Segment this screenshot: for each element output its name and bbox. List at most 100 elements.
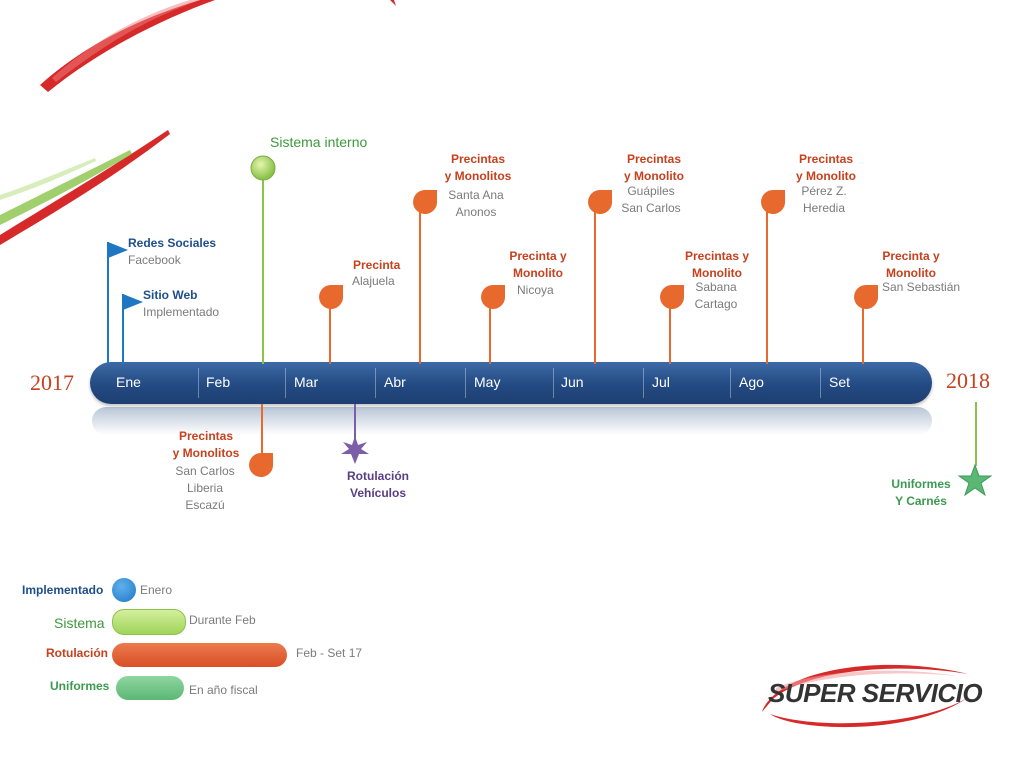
pin-icon — [588, 190, 612, 214]
month-separator — [465, 368, 466, 398]
month-ene: Ene — [116, 374, 141, 390]
month-separator — [820, 368, 821, 398]
sabana-title-2: Monolito — [692, 266, 742, 280]
pin-icon — [761, 190, 785, 214]
santa-ana-detail-1: Santa Ana — [448, 188, 504, 202]
nicoya-title-2: Monolito — [513, 266, 563, 280]
sabana-title-1: Precintas y — [684, 249, 750, 263]
flag-icon — [123, 294, 143, 310]
san-carlos-detail-3: Escazú — [185, 498, 225, 512]
alajuela-title: Precinta — [353, 258, 401, 272]
legend-label-implementado: Implementado — [22, 583, 104, 597]
san-sebastian-detail: San Sebastián — [882, 280, 961, 294]
pin-icon — [319, 285, 343, 309]
legend-desc-implementado: Enero — [140, 583, 173, 597]
pin-icon — [854, 285, 878, 309]
santa-ana-title-1: Precintas — [450, 152, 506, 166]
perez-title-2: y Monolito — [796, 169, 856, 183]
milestone-line — [489, 305, 491, 364]
rotulacion-title-2: Vehículos — [349, 486, 407, 500]
timeline-bar-reflection — [92, 407, 932, 435]
pin-icon — [660, 285, 684, 309]
month-separator — [730, 368, 731, 398]
legend-label-uniformes: Uniformes — [50, 679, 110, 693]
green-ball-icon — [250, 155, 276, 181]
pin-icon — [413, 190, 437, 214]
legend-desc-sistema: Durante Feb — [189, 613, 256, 627]
month-may: May — [474, 374, 501, 390]
guapiles-detail-2: San Carlos — [621, 201, 681, 215]
milestone-line — [419, 210, 421, 364]
milestone-line — [122, 294, 124, 364]
milestone-line — [354, 404, 356, 440]
year-start-label: 2017 — [30, 370, 74, 395]
milestone-line — [107, 242, 109, 364]
nicoya-detail: Nicoya — [517, 283, 554, 297]
milestone-line — [766, 210, 768, 364]
legend-swatch-implementado — [112, 578, 136, 602]
redes-detail: Facebook — [128, 253, 181, 267]
sabana-detail-2: Cartago — [694, 297, 738, 311]
month-separator — [643, 368, 644, 398]
legend-label-rotulacion: Rotulación — [46, 646, 108, 660]
san-sebastian-title-2: Monolito — [886, 266, 936, 280]
san-carlos-title-1: Precintas — [178, 429, 234, 443]
month-jun: Jun — [561, 374, 584, 390]
pin-icon — [481, 285, 505, 309]
san-carlos-detail-2: Liberia — [186, 481, 224, 495]
perez-detail-2: Heredia — [802, 201, 846, 215]
month-separator — [553, 368, 554, 398]
month-mar: Mar — [294, 374, 319, 390]
santa-ana-title-2: y Monolitos — [444, 169, 512, 183]
sitio-title: Sitio Web — [143, 288, 198, 302]
alajuela-detail: Alajuela — [352, 274, 395, 288]
san-carlos-title-2: y Monolitos — [172, 446, 240, 460]
perez-detail-1: Pérez Z. — [801, 184, 847, 198]
milestone-line — [594, 210, 596, 364]
legend-desc-uniformes: En año fiscal — [189, 683, 258, 697]
milestone-line — [975, 402, 977, 466]
uniformes-title-2: Y Carnés — [895, 494, 947, 508]
uniformes-title-1: Uniformes — [891, 477, 951, 491]
green-star-icon — [958, 464, 992, 497]
sabana-detail-1: Sabana — [695, 280, 737, 294]
rotulacion-title-1: Rotulación — [347, 469, 409, 483]
pin-icon — [249, 453, 273, 477]
san-sebastian-title-1: Precinta y — [882, 249, 940, 263]
santa-ana-detail-2: Anonos — [455, 205, 497, 219]
month-feb: Feb — [206, 374, 231, 390]
sistema-title: Sistema interno — [270, 134, 368, 150]
milestone-line — [261, 404, 263, 456]
milestone-line — [669, 305, 671, 364]
month-set: Set — [829, 374, 851, 390]
month-ago: Ago — [739, 374, 764, 390]
decorative-swoosh — [0, 0, 396, 245]
sitio-detail: Implementado — [143, 305, 220, 319]
guapiles-title-2: y Monolito — [624, 169, 684, 183]
legend-swatch-sistema — [112, 609, 186, 635]
milestone-line — [262, 178, 264, 364]
super-servicio-logo — [762, 664, 970, 728]
guapiles-detail-1: Guápiles — [627, 184, 675, 198]
year-end-label: 2018 — [946, 368, 990, 393]
month-separator — [285, 368, 286, 398]
milestone-line — [862, 305, 864, 364]
san-carlos-detail-1: San Carlos — [175, 464, 235, 478]
legend-label-sistema: Sistema — [54, 615, 105, 631]
month-separator — [375, 368, 376, 398]
guapiles-title-1: Precintas — [626, 152, 682, 166]
legend-swatch-rotulacion — [112, 643, 287, 667]
logo-text: SUPER SERVICIO — [768, 678, 983, 708]
month-separator — [198, 368, 199, 398]
legend-swatch-uniformes — [116, 676, 184, 700]
nicoya-title-1: Precinta y — [509, 249, 567, 263]
purple-star-icon — [341, 436, 369, 464]
perez-title-1: Precintas — [798, 152, 854, 166]
timeline-bar — [90, 362, 932, 404]
month-abr: Abr — [384, 374, 406, 390]
legend-desc-rotulacion: Feb - Set 17 — [296, 646, 363, 660]
milestone-line — [329, 305, 331, 364]
flag-icon — [108, 242, 128, 258]
redes-title: Redes Sociales — [128, 236, 217, 250]
month-jul: Jul — [652, 374, 670, 390]
